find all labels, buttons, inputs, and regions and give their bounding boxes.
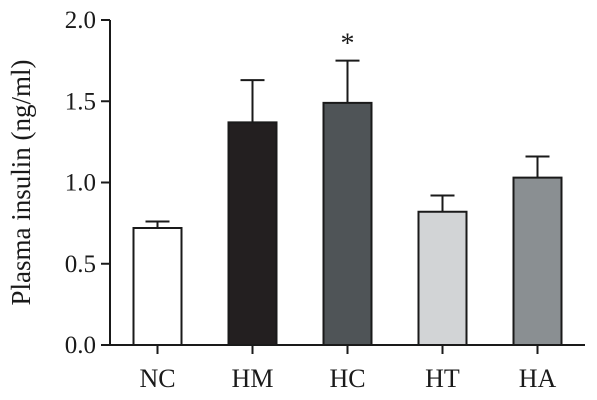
bar-ha [512,176,563,346]
y-tick-label: 2.0 [65,7,96,34]
bar-hc [322,101,373,346]
x-ticks: NC HM HC HT HA [139,345,556,393]
y-axis-title: Plasma insulin (ng/ml) [6,60,36,306]
x-tick-label-ha: HA [519,364,557,393]
bars [132,59,563,346]
x-tick-label-hm: HM [232,364,274,393]
bar-ht [417,210,468,346]
y-tick-label: 0.0 [65,332,96,359]
y-tick-label: 1.0 [65,170,96,197]
x-tick-label-hc: HC [329,364,365,393]
x-tick-label-ht: HT [425,364,460,393]
x-tick-label-nc: NC [139,364,175,393]
significance-marker: * [341,29,355,60]
x-axis: NC HM HC HT HA [110,344,585,393]
y-ticks: 0.0 0.5 1.0 1.5 2.0 [65,7,110,359]
y-axis: 0.0 0.5 1.0 1.5 2.0 [65,7,111,359]
y-tick-label: 0.5 [65,251,96,278]
bar-nc [132,227,183,346]
bar-hm [227,121,278,346]
y-tick-label: 1.5 [65,88,96,115]
annotations: * [341,29,355,60]
